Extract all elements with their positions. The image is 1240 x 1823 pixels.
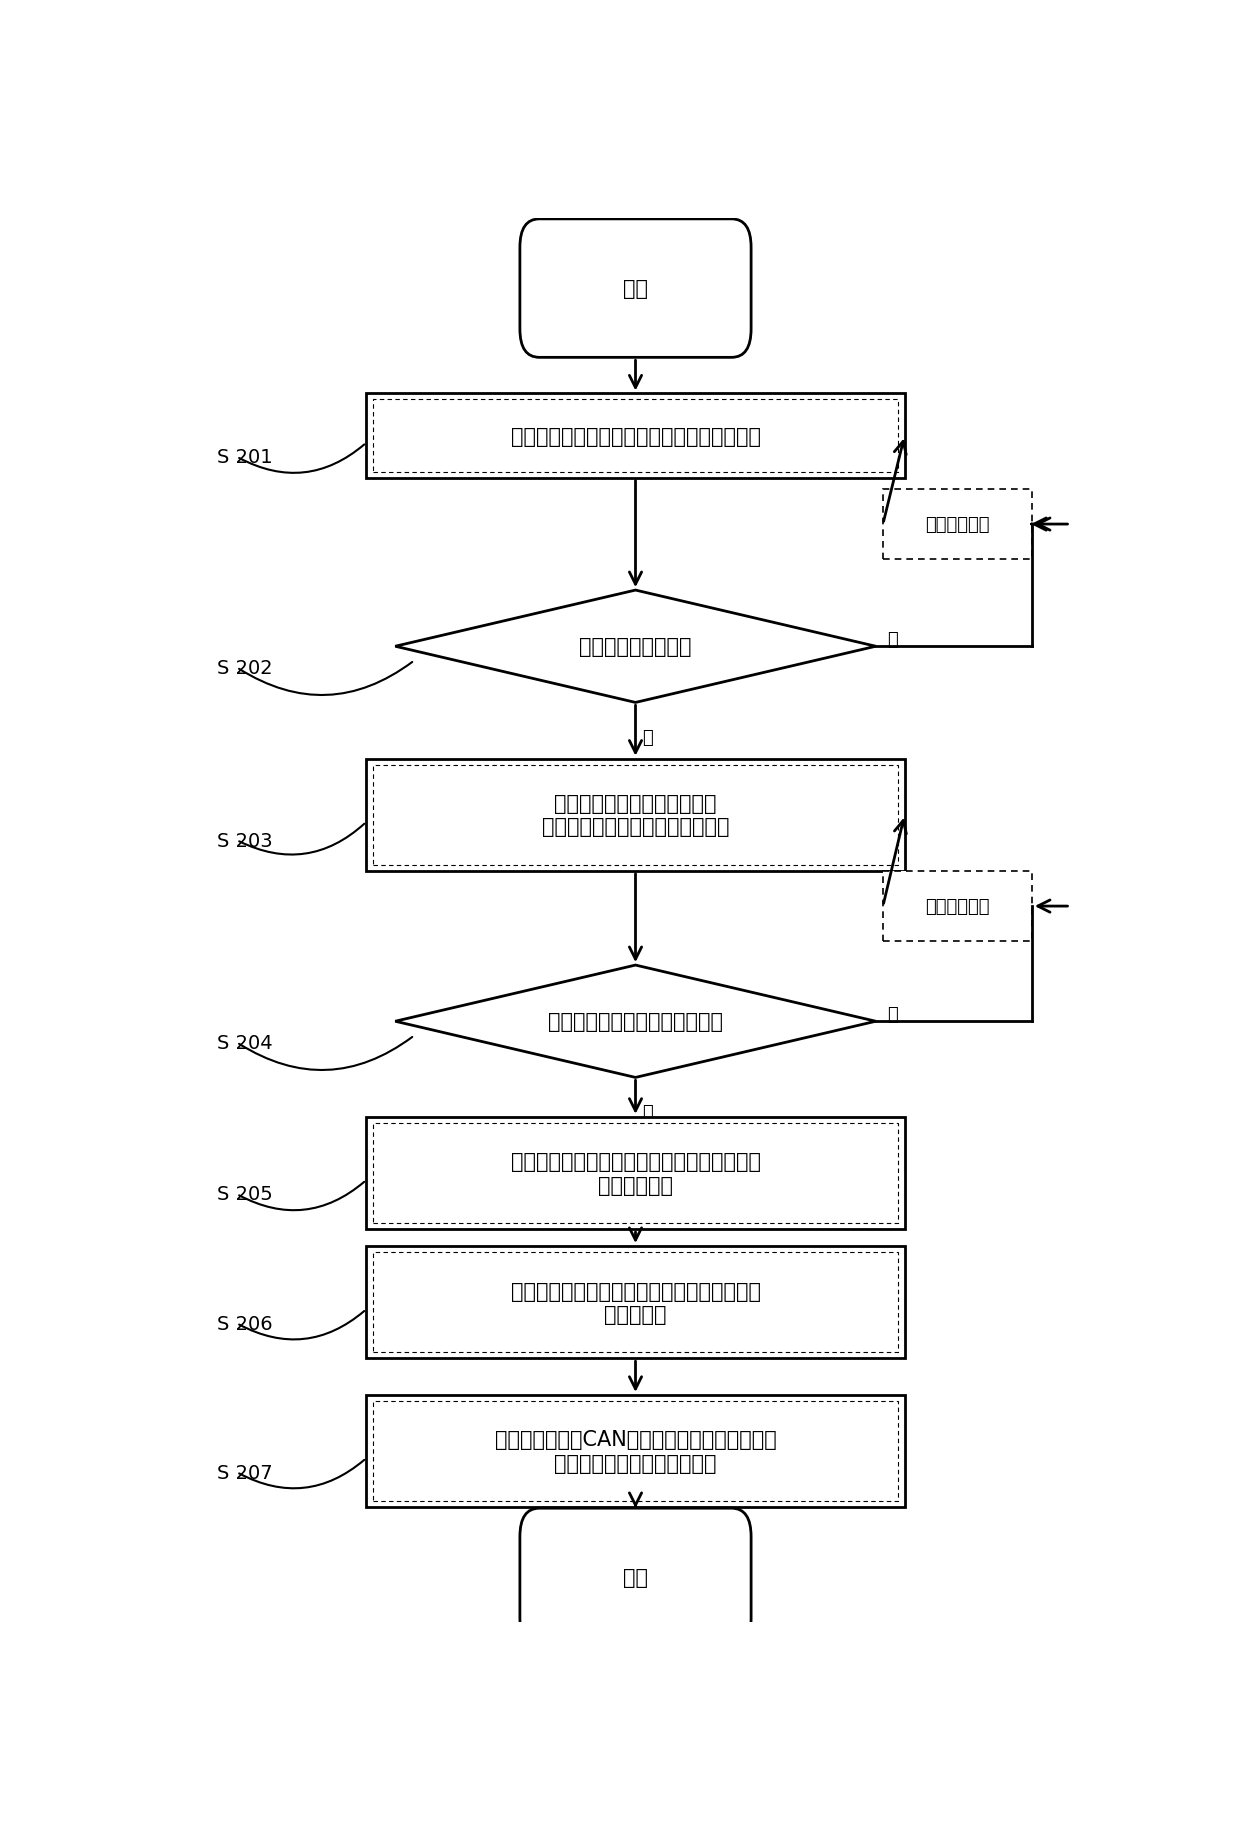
Polygon shape — [396, 591, 875, 704]
Text: S 201: S 201 — [217, 448, 273, 467]
Bar — [883, 871, 1032, 942]
FancyBboxPatch shape — [520, 221, 751, 357]
Bar — [367, 758, 905, 871]
Text: 各系统处于就绪状态: 各系统处于就绪状态 — [579, 636, 692, 656]
Text: S 207: S 207 — [217, 1462, 273, 1482]
Bar — [373, 1252, 898, 1353]
FancyBboxPatch shape — [520, 1508, 751, 1646]
Bar — [373, 1400, 898, 1502]
Text: 整车控制器向动力系统能量源
控制器、电机控制器发送访问信号: 整车控制器向动力系统能量源 控制器、电机控制器发送访问信号 — [542, 793, 729, 837]
Text: S 206: S 206 — [217, 1314, 273, 1333]
Text: S 205: S 205 — [217, 1185, 273, 1203]
Text: 否: 否 — [888, 631, 898, 649]
Polygon shape — [396, 966, 875, 1077]
Text: 故障处理机制: 故障处理机制 — [925, 897, 990, 915]
Bar — [373, 399, 898, 472]
Text: 开始: 开始 — [622, 279, 649, 299]
Bar — [367, 1247, 905, 1358]
Text: 是: 是 — [641, 729, 652, 746]
Bar — [883, 490, 1032, 560]
Bar — [373, 766, 898, 866]
Text: 故障处理机制: 故障处理机制 — [925, 516, 990, 534]
Bar — [367, 394, 905, 478]
Bar — [373, 1123, 898, 1223]
Text: 结束: 结束 — [622, 1568, 649, 1588]
Text: 整车控制器、动力系统能量源控制器系统自检: 整车控制器、动力系统能量源控制器系统自检 — [511, 427, 760, 447]
Text: 是: 是 — [641, 1103, 652, 1121]
Text: S 203: S 203 — [217, 831, 273, 850]
Text: 整车控制器通过模糊逻辑算法实时计算各个能
量源输出功率: 整车控制器通过模糊逻辑算法实时计算各个能 量源输出功率 — [511, 1152, 760, 1194]
Text: 通过模糊逻辑规则对能量源的实时计算功率进
行调整修正: 通过模糊逻辑规则对能量源的实时计算功率进 行调整修正 — [511, 1282, 760, 1323]
Text: 整车控制器通过CAN总线向增程器控制器、动力
电池控制器发送输出功率结果: 整车控制器通过CAN总线向增程器控制器、动力 电池控制器发送输出功率结果 — [495, 1429, 776, 1473]
Text: 否: 否 — [888, 1006, 898, 1025]
Bar — [367, 1117, 905, 1229]
Bar — [367, 1395, 905, 1508]
Text: 判断接收到的信号数据是否完整: 判断接收到的信号数据是否完整 — [548, 1012, 723, 1032]
Text: S 202: S 202 — [217, 658, 273, 678]
Text: S 204: S 204 — [217, 1034, 273, 1052]
